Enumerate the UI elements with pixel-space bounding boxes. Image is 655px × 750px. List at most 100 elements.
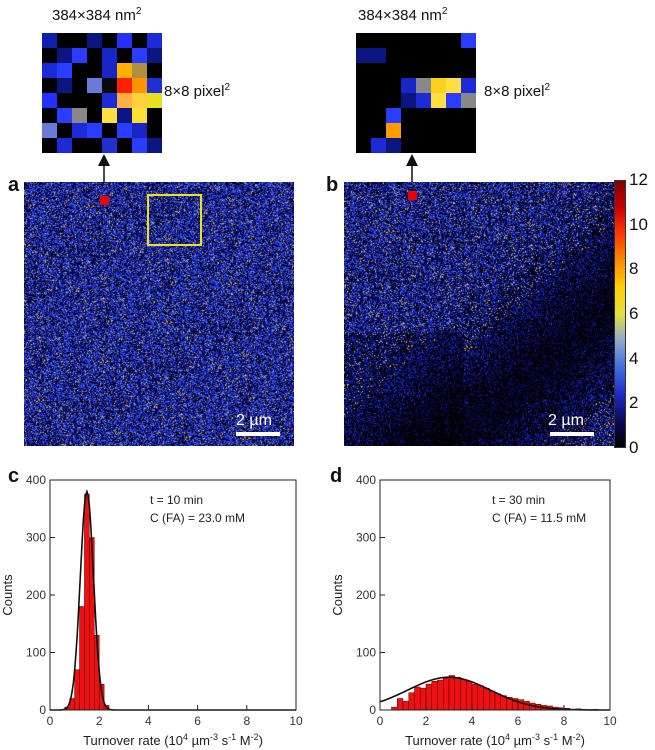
zoom-pixel	[416, 93, 431, 108]
zoom-pixel	[401, 48, 416, 63]
zoom-pixel	[87, 33, 102, 48]
zoom-pixel	[117, 63, 132, 78]
y-tick-label: 200	[356, 588, 376, 602]
zoom-pixel	[371, 123, 386, 138]
zoom-pixel	[356, 63, 371, 78]
zoom-pixel	[446, 78, 461, 93]
x-tick-label: 6	[194, 714, 201, 728]
zoom-pixel	[147, 93, 162, 108]
x-tick-label: 4	[145, 714, 152, 728]
colorbar-tick-label: 10	[629, 214, 648, 234]
annotation-time: t = 30 min	[492, 493, 545, 507]
zoom-pixel	[117, 48, 132, 63]
histogram-bar	[425, 683, 432, 711]
red-marker-a	[100, 196, 109, 205]
colorbar-tick-label: 12	[629, 170, 648, 189]
colorbar	[614, 180, 626, 448]
y-axis-label: Counts	[330, 574, 345, 616]
zoom-pixel	[431, 33, 446, 48]
zoom-pixel	[42, 123, 57, 138]
zoom-pixel	[386, 138, 401, 153]
x-tick-label: 10	[289, 714, 303, 728]
zoom-pixel	[356, 93, 371, 108]
histogram-bar	[454, 676, 461, 711]
zoom-pixel	[371, 63, 386, 78]
zoom-pixel	[132, 123, 147, 138]
zoom-pixel	[371, 93, 386, 108]
zoom-pixel	[431, 138, 446, 153]
zoom-pixel	[42, 138, 57, 153]
colorbar-tick-label: 6	[629, 304, 639, 323]
red-marker-b	[408, 191, 417, 200]
histogram-bar	[517, 699, 524, 711]
histogram-bar	[494, 693, 501, 711]
histogram-bar	[437, 679, 444, 711]
zoom-pixel	[87, 48, 102, 63]
zoom-pixel	[57, 138, 72, 153]
zoom-pixel	[102, 78, 117, 93]
zoom-pixel	[401, 78, 416, 93]
zoom-pixel	[446, 108, 461, 123]
y-tick-label: 300	[356, 531, 376, 545]
x-tick-label: 0	[47, 714, 54, 728]
zoom-pixel	[72, 93, 87, 108]
histogram-bar	[448, 675, 455, 711]
zoom-pixel	[57, 33, 72, 48]
zoom-pixel	[147, 48, 162, 63]
zoom-pixel	[72, 108, 87, 123]
zoom-pixel	[117, 108, 132, 123]
zoom-pixel	[416, 33, 431, 48]
y-tick-label: 300	[26, 531, 46, 545]
histogram-bar	[466, 681, 473, 711]
zoom-pixel	[72, 63, 87, 78]
zoom-pixel	[461, 48, 476, 63]
zoom-pixel	[102, 138, 117, 153]
zoom-pixel	[356, 138, 371, 153]
annotation-time: t = 10 min	[150, 493, 203, 507]
zoom-pixel	[42, 33, 57, 48]
zoom-pixel	[356, 78, 371, 93]
zoom-pixel	[87, 138, 102, 153]
zoom-pixel	[102, 33, 117, 48]
zoom-pixel	[132, 63, 147, 78]
zoom-pixel	[371, 138, 386, 153]
zoom-pixel	[356, 108, 371, 123]
zoom-b-pixel-label: 8×8 pixel2	[484, 82, 551, 100]
zoom-pixel	[132, 48, 147, 63]
zoom-pixel	[416, 78, 431, 93]
zoom-pixel	[446, 63, 461, 78]
panel-letter-d: d	[330, 465, 343, 487]
zoom-pixel	[132, 78, 147, 93]
zoom-pixel	[461, 78, 476, 93]
histogram-bar	[477, 685, 484, 711]
zoom-pixel	[461, 108, 476, 123]
scale-bar-b	[550, 432, 594, 436]
zoom-pixel	[72, 48, 87, 63]
zoom-pixel	[102, 123, 117, 138]
annotation-concentration: C (FA) = 11.5 mM	[492, 511, 586, 525]
zoom-pixel	[117, 93, 132, 108]
zoom-pixel	[461, 33, 476, 48]
panel-letter-c: c	[8, 465, 20, 487]
zoom-pixel	[102, 48, 117, 63]
y-tick-label: 100	[26, 646, 46, 660]
zoom-pixel	[147, 78, 162, 93]
zoom-pixel	[431, 78, 446, 93]
zoom-pixel	[386, 48, 401, 63]
histogram-bar	[84, 494, 90, 711]
zoom-a-size-label: 384×384 nm2	[52, 6, 142, 24]
x-axis-label: Turnover rate (104 µm-3 s-1 M-2)	[83, 732, 263, 748]
zoom-pixel	[42, 78, 57, 93]
zoom-pixel	[117, 78, 132, 93]
zoom-pixel	[431, 123, 446, 138]
zoom-pixel	[386, 93, 401, 108]
zoom-pixel	[42, 108, 57, 123]
histogram-bar	[414, 686, 421, 711]
zoom-pixel	[87, 78, 102, 93]
zoom-pixel	[72, 78, 87, 93]
zoom-pixel	[371, 108, 386, 123]
zoom-pixel	[446, 93, 461, 108]
zoom-pixel	[102, 108, 117, 123]
zoom-pixel	[416, 63, 431, 78]
